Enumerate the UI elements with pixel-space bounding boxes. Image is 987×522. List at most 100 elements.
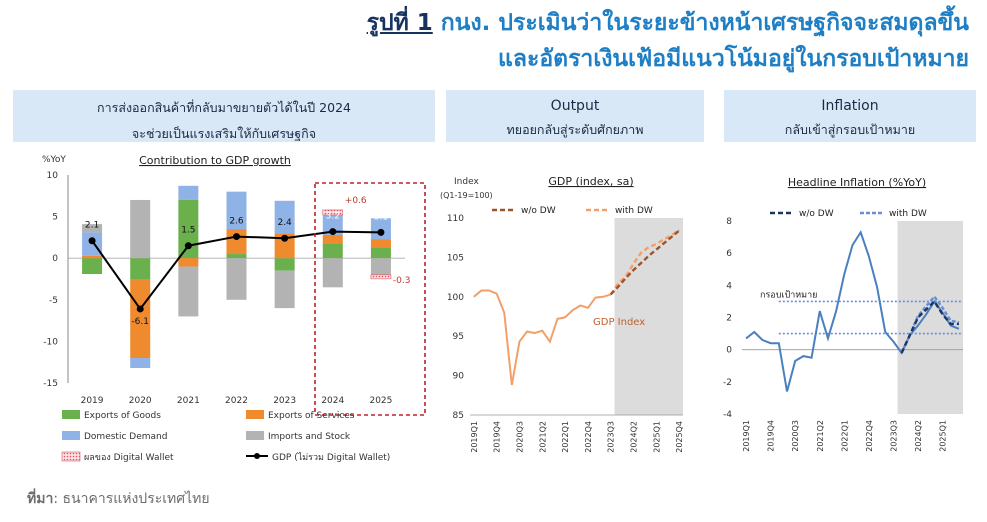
gdp-point <box>281 234 289 242</box>
legend-wo-dw-label: w/o DW <box>521 206 556 216</box>
y-tick-label: 90 <box>453 372 465 382</box>
x-tick-label: 2024Q2 <box>630 421 639 453</box>
bar-segment-exports-of-services <box>226 229 247 255</box>
legend-domestic-demand-label: Domestic Demand <box>84 432 167 442</box>
y-axis-label: Index <box>454 177 479 187</box>
y-tick-label: 4 <box>726 281 732 291</box>
title-line-2: และอัตราเงินเฟ้อมีแนวโน้มอยู่ในกรอบเป้าห… <box>498 46 969 72</box>
y-tick-label: 110 <box>447 214 464 224</box>
bar-segment-exports-of-services <box>178 258 199 267</box>
bar-segment-domestic-demand <box>322 214 343 235</box>
bar-segment-exports-of-services <box>274 233 295 259</box>
bar-segment-exports-of-goods <box>370 247 391 259</box>
x-tick-label: 2019Q1 <box>470 421 479 453</box>
legend-with-dw-label: with DW <box>889 209 927 219</box>
x-tick-label: 2020Q3 <box>791 420 800 452</box>
bar-segment-digital-wallet <box>370 274 392 280</box>
gdp-point <box>136 305 144 313</box>
title-line-1: กนง. ประเมินว่าในระยะข้างหน้าเศรษฐกิจจะส… <box>432 10 969 36</box>
legend-digital-wallet-label: ผลของ Digital Wallet <box>84 453 174 463</box>
x-tick-label: 2025Q1 <box>939 420 948 452</box>
legend-imports-stock-label: Imports and Stock <box>268 432 351 442</box>
y-tick-label: 105 <box>447 253 464 263</box>
wo-dw-line <box>900 299 959 354</box>
x-tick-label: 2023Q3 <box>889 420 898 452</box>
gdp-point <box>329 228 337 236</box>
y-tick-label: 10 <box>47 171 59 181</box>
legend-wo-dw-label: w/o DW <box>799 209 834 219</box>
x-tick-label: 2019Q4 <box>767 420 776 452</box>
gdp-data-label: 3.2 <box>326 212 340 222</box>
panel-middle-line-2: ทยอยกลับสู่ระดับศักยภาพ <box>506 122 644 137</box>
x-tick-label: 2024Q2 <box>914 420 923 452</box>
panel-header-left: การส่งออกสินค้าที่กลับมาขยายตัวได้ในปี 2… <box>13 90 435 142</box>
y-axis-label: %YoY <box>42 155 66 165</box>
y-axis-sublabel: (Q1-19=100) <box>440 191 493 200</box>
page-title-line-2: และอัตราเงินเฟ้อมีแนวโน้มอยู่ในกรอบเป้าห… <box>498 44 969 74</box>
y-tick-label: 2 <box>726 314 732 324</box>
bar-segment-exports-of-goods <box>274 258 295 271</box>
legend-digital-wallet-swatch <box>61 451 81 462</box>
legend-gdp-line-label: GDP (ไม่รวม Digital Wallet) <box>272 452 390 463</box>
bar-segment-imports-and-stock <box>130 199 151 259</box>
y-tick-label: 85 <box>453 411 464 421</box>
chart-title: Contribution to GDP growth <box>139 154 291 167</box>
gdp-data-label: 1.5 <box>181 226 195 236</box>
bar-segment-digital-wallet <box>322 209 344 216</box>
y-tick-label: 95 <box>453 332 464 342</box>
target-band-label: กรอบเป้าหมาย <box>760 289 817 300</box>
legend-exports-goods-swatch <box>62 410 80 419</box>
x-tick-label: 2022Q1 <box>561 421 570 453</box>
y-tick-label: -2 <box>723 378 732 388</box>
y-tick-label: 5 <box>52 213 58 223</box>
bar-segment-domestic-demand <box>274 200 295 234</box>
inflation-line <box>745 229 960 392</box>
source-note: ที่มา: ธนาคารแห่งประเทศไทย <box>27 488 210 510</box>
bar-segment-imports-and-stock <box>370 258 391 275</box>
y-tick-label: -4 <box>723 410 732 420</box>
x-tick-label: 2021 <box>177 396 200 406</box>
gdp-index-line <box>473 289 612 386</box>
contribution-chart: %YoY Contribution to GDP growth 10 5 0 -5 -10 -… <box>42 154 426 463</box>
x-tick-label: 2023 <box>273 396 296 406</box>
bar-segment-exports-of-services <box>130 279 151 359</box>
panel-left-line-2: จะช่วยเป็นแรงเสริมให้กับเศรษฐกิจ <box>131 126 317 141</box>
x-tick-label: 2023Q3 <box>607 421 616 453</box>
x-tick-label: 2022Q1 <box>840 420 849 452</box>
gdp-point <box>233 233 240 241</box>
bar-segment-domestic-demand <box>178 185 199 200</box>
panel-right-line-2: กลับเข้าสู่กรอบเป้าหมาย <box>784 122 916 137</box>
gdp-index-annotation: GDP Index <box>593 317 645 328</box>
x-tick-label: 2019 <box>81 396 104 406</box>
y-tick-label: 6 <box>726 249 732 259</box>
panel-header-right: Inflation กลับเข้าสู่กรอบเป้าหมาย <box>724 90 976 142</box>
gdp-data-label: 2.4 <box>277 218 292 228</box>
figure-label: รูปที่ 1 <box>366 10 433 36</box>
gdp-data-label: 2.6 <box>229 217 244 227</box>
y-tick-label: 0 <box>52 254 58 264</box>
inflation-chart: Headline Inflation (%YoY) 8 6 4 2 0 -2 -4 กรอบเป… <box>723 176 963 452</box>
bar-segment-exports-of-goods <box>178 199 199 259</box>
panel-middle-line-1: Output <box>550 98 600 114</box>
bar-segment-imports-and-stock <box>82 224 103 233</box>
legend-gdp-line-marker <box>254 453 260 459</box>
y-tick-label: -10 <box>43 337 58 347</box>
forecast-shade <box>614 218 683 415</box>
gdp-point <box>184 242 192 250</box>
x-tick-label: 2025 <box>369 396 392 406</box>
bar-segment-exports-of-goods <box>82 258 103 275</box>
with-dw-line <box>609 228 680 296</box>
panel-header-middle: Output ทยอยกลับสู่ระดับศักยภาพ <box>446 90 704 142</box>
bar-segment-imports-and-stock <box>322 258 343 288</box>
bar-segment-imports-and-stock <box>226 258 247 300</box>
x-tick-label: 2021Q2 <box>538 421 547 453</box>
gdp-point <box>88 237 96 245</box>
page-title: รูปที่ 1 กนง. ประเมินว่าในระยะข้างหน้าเศ… <box>367 8 969 38</box>
y-tick-label: 8 <box>726 217 732 227</box>
y-tick-label: -5 <box>49 296 58 306</box>
legend-exports-goods-label: Exports of Goods <box>84 411 161 421</box>
with-dw-line <box>900 294 960 354</box>
x-tick-label: 2025Q4 <box>675 421 684 453</box>
wo-dw-line <box>609 229 680 296</box>
bar-segment-imports-and-stock <box>178 266 199 317</box>
